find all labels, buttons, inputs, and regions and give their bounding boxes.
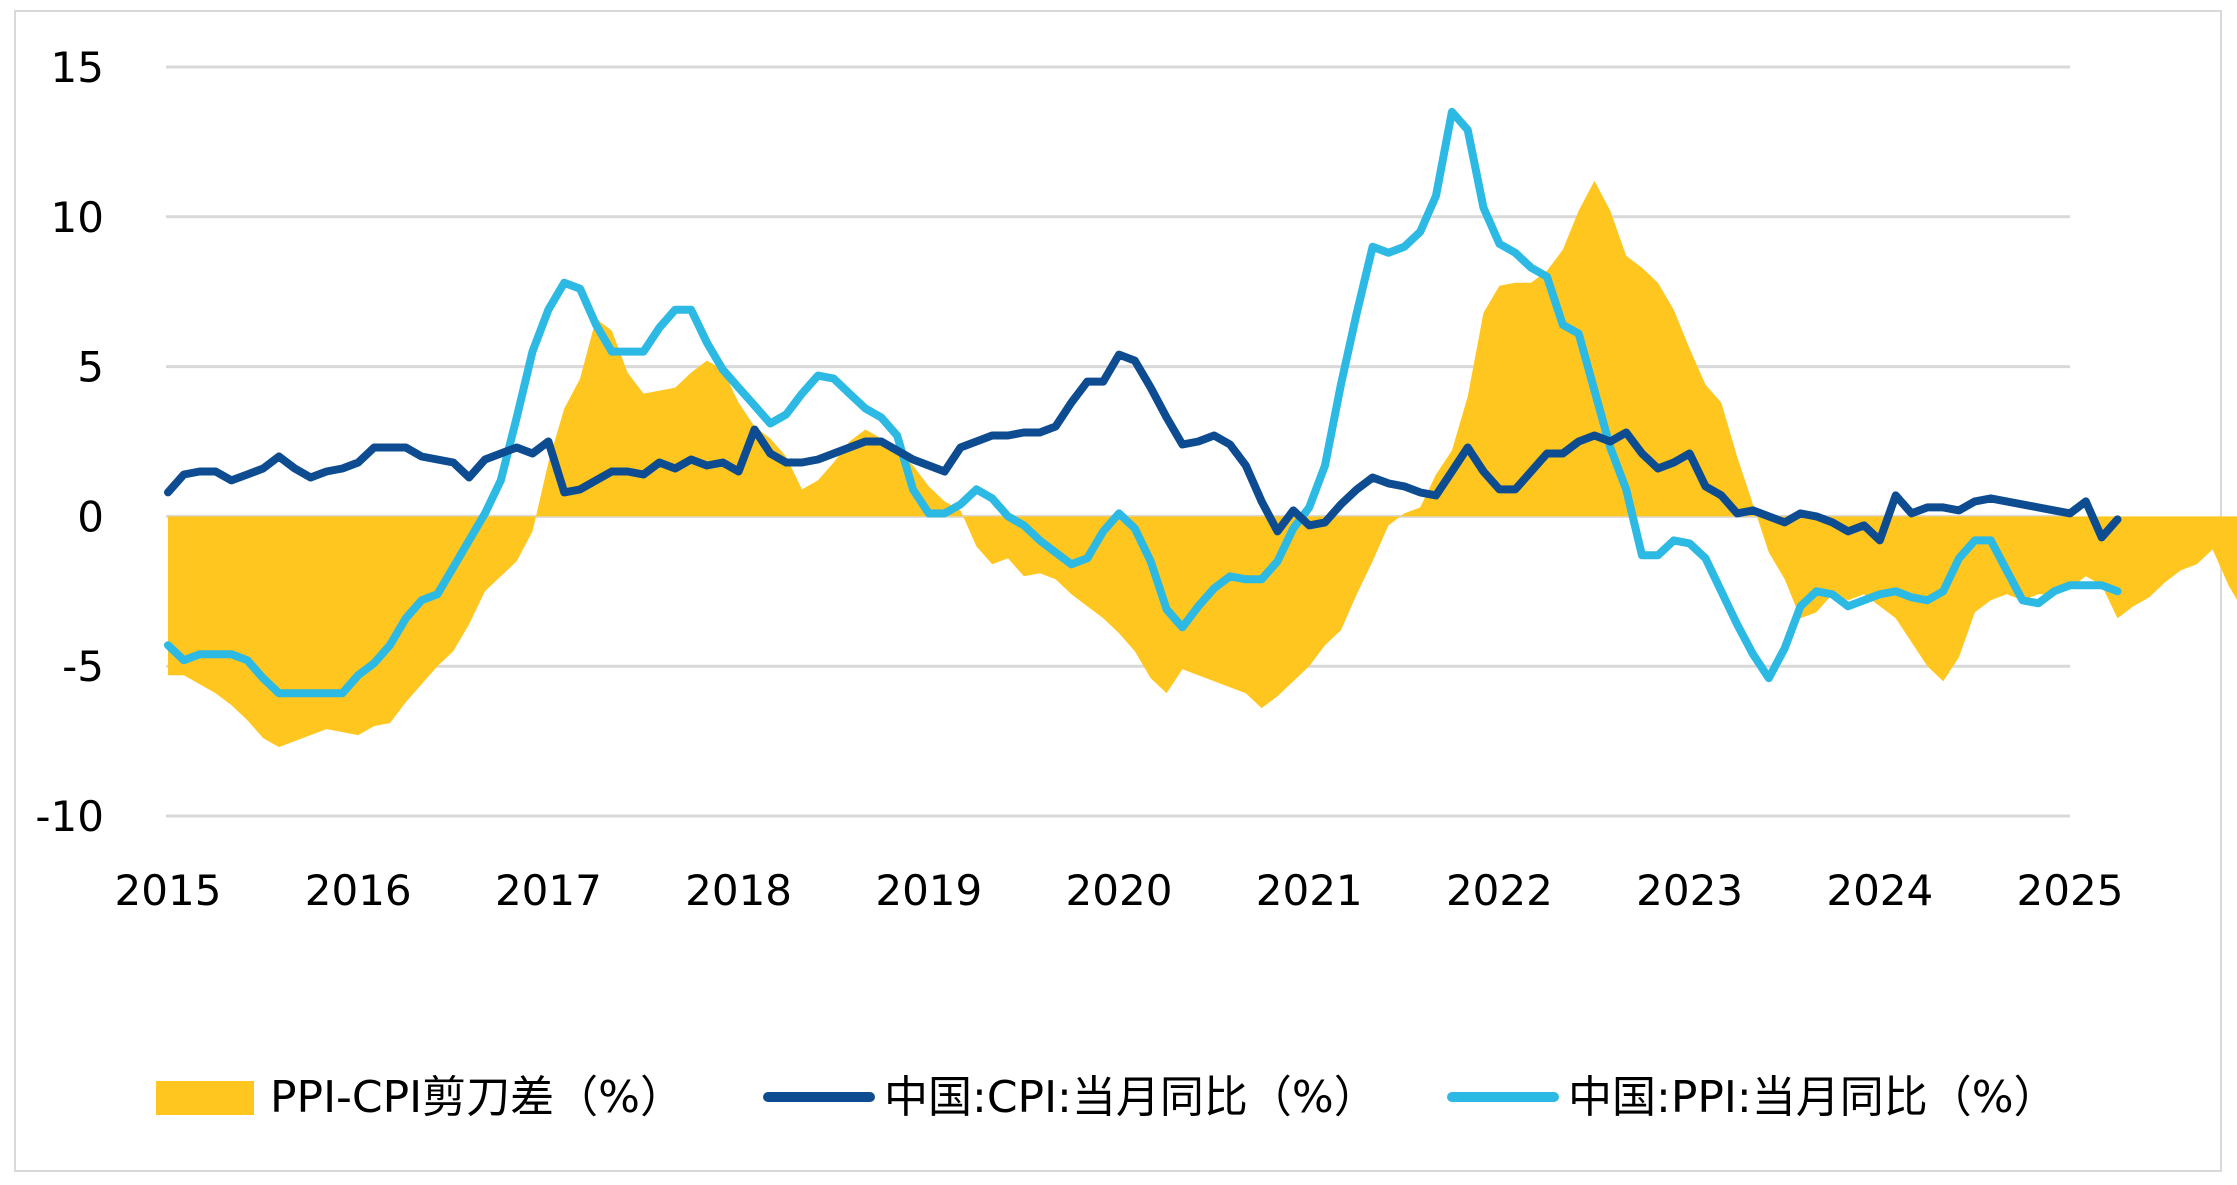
x-tick-label: 2023 bbox=[1636, 866, 1743, 915]
series-lines-group bbox=[164, 107, 2122, 698]
y-tick-label: -5 bbox=[62, 642, 104, 691]
x-tick-label: 2019 bbox=[875, 866, 982, 915]
spread-area-group bbox=[168, 180, 2237, 748]
x-tick-label: 2025 bbox=[2017, 866, 2124, 915]
y-tick-label: 10 bbox=[51, 193, 104, 242]
y-tick-label: 5 bbox=[77, 343, 104, 392]
x-axis-ticks: 2015 2016 2017 2018 2019 2020 2021 2022 2023 2024… bbox=[115, 866, 2124, 915]
x-tick-label: 2015 bbox=[115, 866, 222, 915]
x-tick-label: 2017 bbox=[495, 866, 602, 915]
x-tick-label: 2022 bbox=[1446, 866, 1553, 915]
cpi-line bbox=[164, 350, 2122, 545]
x-tick-label: 2020 bbox=[1066, 866, 1173, 915]
y-axis-ticks: 15 10 5 0 -5 -10 bbox=[35, 43, 104, 841]
x-tick-label: 2016 bbox=[305, 866, 412, 915]
x-tick-label: 2018 bbox=[685, 866, 792, 915]
legend-label-ppi: 中国:PPI:当月同比（%） bbox=[1568, 1072, 2058, 1123]
spread-area bbox=[168, 180, 2237, 748]
y-tick-label: -10 bbox=[35, 792, 104, 841]
x-tick-label: 2021 bbox=[1256, 866, 1363, 915]
legend-swatch-spread bbox=[156, 1081, 254, 1115]
y-tick-label: 0 bbox=[77, 492, 104, 541]
y-tick-label: 15 bbox=[51, 43, 104, 92]
x-tick-label: 2024 bbox=[1826, 866, 1933, 915]
legend: PPI-CPI剪刀差（%） 中国:CPI:当月同比（%） 中国:PPI:当月同比（%… bbox=[156, 1072, 2058, 1123]
ppi-line bbox=[164, 107, 2122, 698]
legend-label-cpi: 中国:CPI:当月同比（%） bbox=[884, 1072, 1378, 1123]
grid-lines bbox=[166, 65, 2070, 818]
legend-label-spread: PPI-CPI剪刀差（%） bbox=[270, 1072, 684, 1123]
